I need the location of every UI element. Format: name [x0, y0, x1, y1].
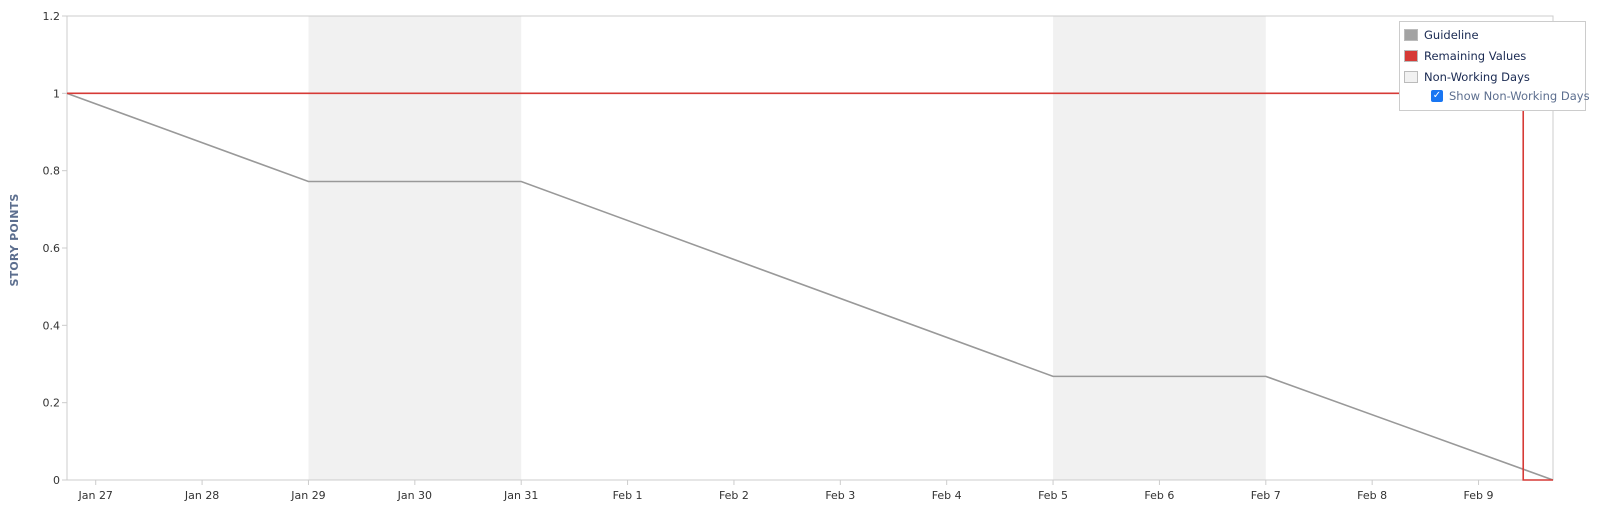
- x-tick-label-12: Feb 8: [1357, 489, 1387, 502]
- x-tick-label-9: Feb 5: [1038, 489, 1068, 502]
- series-line-guideline: [66, 92, 1554, 481]
- legend-swatch-guideline: [1404, 28, 1418, 41]
- x-tick-label-3: Jan 30: [397, 489, 432, 502]
- series-lines: [66, 92, 1554, 481]
- series-line-remaining-values: [67, 92, 1553, 481]
- legend-label-non-working-days: Non-Working Days: [1424, 69, 1530, 84]
- y-axis-title: STORY POINTS: [8, 194, 21, 287]
- non-working-band-0: [308, 16, 522, 480]
- non-working-bands: [308, 16, 1266, 480]
- legend: Guideline Remaining Values Non-Working D…: [1399, 21, 1590, 111]
- x-tick-label-4: Jan 31: [503, 489, 538, 502]
- x-tick-label-7: Feb 3: [825, 489, 855, 502]
- y-tick-label-6: 1.2: [43, 10, 61, 23]
- y-tick-label-1: 0.2: [43, 397, 61, 410]
- legend-item-remaining-values[interactable]: Remaining Values: [1404, 47, 1526, 64]
- x-tick-label-13: Feb 9: [1464, 489, 1494, 502]
- checkbox-checked-icon[interactable]: ✓: [1431, 90, 1443, 102]
- x-tick-label-6: Feb 2: [719, 489, 749, 502]
- legend-label-guideline: Guideline: [1424, 27, 1479, 42]
- x-axis-ticks: Jan 27 Jan 28 Jan 29 Jan 30 Jan 31 Feb 1 Feb 2…: [77, 480, 1494, 502]
- x-tick-label-10: Feb 6: [1144, 489, 1174, 502]
- x-tick-label-1: Jan 28: [184, 489, 219, 502]
- x-tick-label-8: Feb 4: [932, 489, 962, 502]
- plot-border: [66, 15, 1554, 481]
- y-tick-label-2: 0.4: [43, 319, 61, 332]
- show-non-working-days-label: Show Non-Working Days: [1449, 89, 1590, 103]
- x-tick-label-0: Jan 27: [77, 489, 112, 502]
- x-tick-label-2: Jan 29: [290, 489, 325, 502]
- y-tick-label-3: 0.6: [43, 242, 61, 255]
- legend-item-guideline[interactable]: Guideline: [1404, 26, 1479, 43]
- legend-label-remaining-values: Remaining Values: [1424, 48, 1527, 63]
- y-axis-ticks: 0 0.2 0.4 0.6 0.8 1 1.2: [43, 10, 1554, 487]
- y-tick-label-5: 1: [53, 87, 60, 100]
- y-tick-label-0: 0: [53, 474, 60, 487]
- show-non-working-days-toggle[interactable]: ✓ Show Non-Working Days: [1431, 89, 1590, 103]
- x-tick-label-5: Feb 1: [613, 489, 643, 502]
- legend-swatch-remaining-values: [1404, 49, 1418, 62]
- x-tick-label-11: Feb 7: [1251, 489, 1281, 502]
- legend-swatch-non-working-days: [1404, 70, 1418, 83]
- y-tick-label-4: 0.8: [43, 165, 61, 178]
- non-working-band-1: [1053, 16, 1266, 480]
- legend-item-non-working-days[interactable]: Non-Working Days: [1404, 68, 1530, 85]
